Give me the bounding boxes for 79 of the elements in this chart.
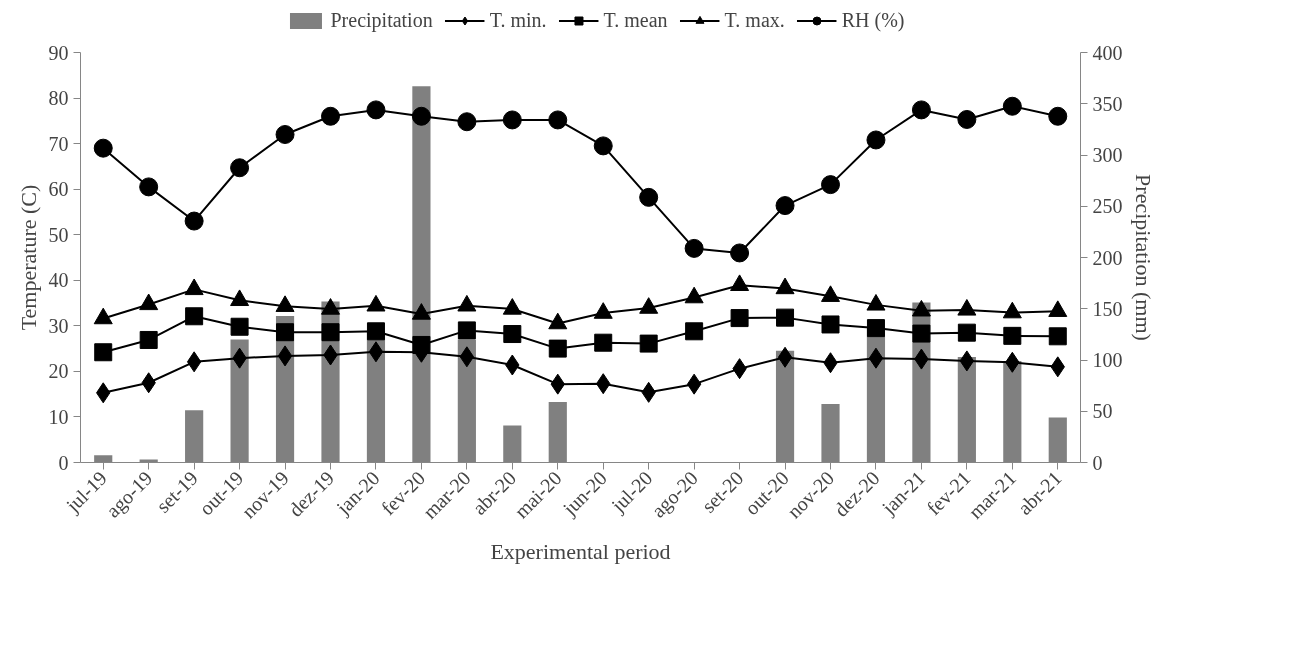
point xyxy=(730,243,750,263)
point xyxy=(868,347,884,369)
y2-tick-label: 250 xyxy=(1092,195,1123,218)
y2-tick-label: 150 xyxy=(1092,297,1123,320)
y-tick-label: 30 xyxy=(48,314,69,337)
point xyxy=(957,109,977,129)
legend-label: T. max. xyxy=(724,8,785,32)
point xyxy=(230,317,249,336)
point xyxy=(639,187,659,207)
y-tick-label: 60 xyxy=(48,178,69,201)
point xyxy=(184,211,204,231)
point xyxy=(911,100,931,120)
point xyxy=(594,333,613,352)
point xyxy=(912,324,931,343)
y2-tick-label: 0 xyxy=(1092,451,1103,474)
y2-tick-label: 100 xyxy=(1092,349,1123,371)
y2-tick-label: 350 xyxy=(1092,92,1123,115)
y2-tick-label: 50 xyxy=(1092,400,1113,423)
y2-tick-label: 200 xyxy=(1092,246,1123,269)
legend-label: Precipitation xyxy=(330,8,433,32)
x-axis-title: Experimental period xyxy=(490,538,671,564)
y-tick-label: 40 xyxy=(48,269,69,292)
legend-label: RH (%) xyxy=(841,8,905,32)
point xyxy=(775,196,795,216)
point xyxy=(457,112,477,132)
point xyxy=(866,130,886,150)
point xyxy=(368,341,384,363)
point xyxy=(1002,96,1022,116)
point xyxy=(139,177,159,197)
point xyxy=(185,307,204,326)
point xyxy=(186,351,202,373)
point xyxy=(821,315,840,334)
legend-label: T. mean xyxy=(603,8,668,32)
point xyxy=(411,106,431,126)
point xyxy=(276,323,295,342)
y-tick-label: 20 xyxy=(48,360,69,383)
y-axis-title: Temperature (C) xyxy=(15,184,41,331)
point xyxy=(412,335,431,354)
point xyxy=(366,322,385,341)
point xyxy=(321,323,340,342)
point xyxy=(139,330,158,349)
point xyxy=(548,110,568,130)
point xyxy=(502,110,522,130)
point xyxy=(366,100,386,120)
point xyxy=(94,343,113,362)
point xyxy=(457,321,476,340)
point xyxy=(230,158,250,178)
y2-tick-label: 400 xyxy=(1092,41,1123,64)
y2-tick-label: 300 xyxy=(1092,144,1123,166)
point xyxy=(777,346,793,368)
y-tick-label: 10 xyxy=(48,405,69,428)
point xyxy=(548,339,567,358)
y-tick-label: 50 xyxy=(48,223,69,246)
point xyxy=(1048,106,1068,126)
point xyxy=(730,309,749,328)
point xyxy=(459,346,475,368)
point xyxy=(93,138,113,158)
point xyxy=(639,334,658,353)
point xyxy=(685,322,704,341)
point xyxy=(503,325,522,344)
point xyxy=(866,319,885,338)
point xyxy=(1048,327,1067,346)
point xyxy=(959,350,975,372)
y-tick-label: 80 xyxy=(48,87,69,110)
point xyxy=(277,345,293,367)
y-tick-label: 0 xyxy=(58,451,69,474)
point xyxy=(275,125,295,144)
point xyxy=(684,238,704,258)
point xyxy=(821,175,840,195)
point xyxy=(957,323,976,342)
point xyxy=(593,136,613,156)
y-tick-label: 70 xyxy=(48,132,69,155)
point xyxy=(686,373,702,395)
y2-axis-title: Precipitation (mm) xyxy=(1130,174,1156,341)
point xyxy=(321,106,340,126)
point xyxy=(776,308,795,327)
legend-label: T. min. xyxy=(489,8,547,32)
y-tick-label: 90 xyxy=(48,41,69,64)
point xyxy=(1003,326,1022,345)
